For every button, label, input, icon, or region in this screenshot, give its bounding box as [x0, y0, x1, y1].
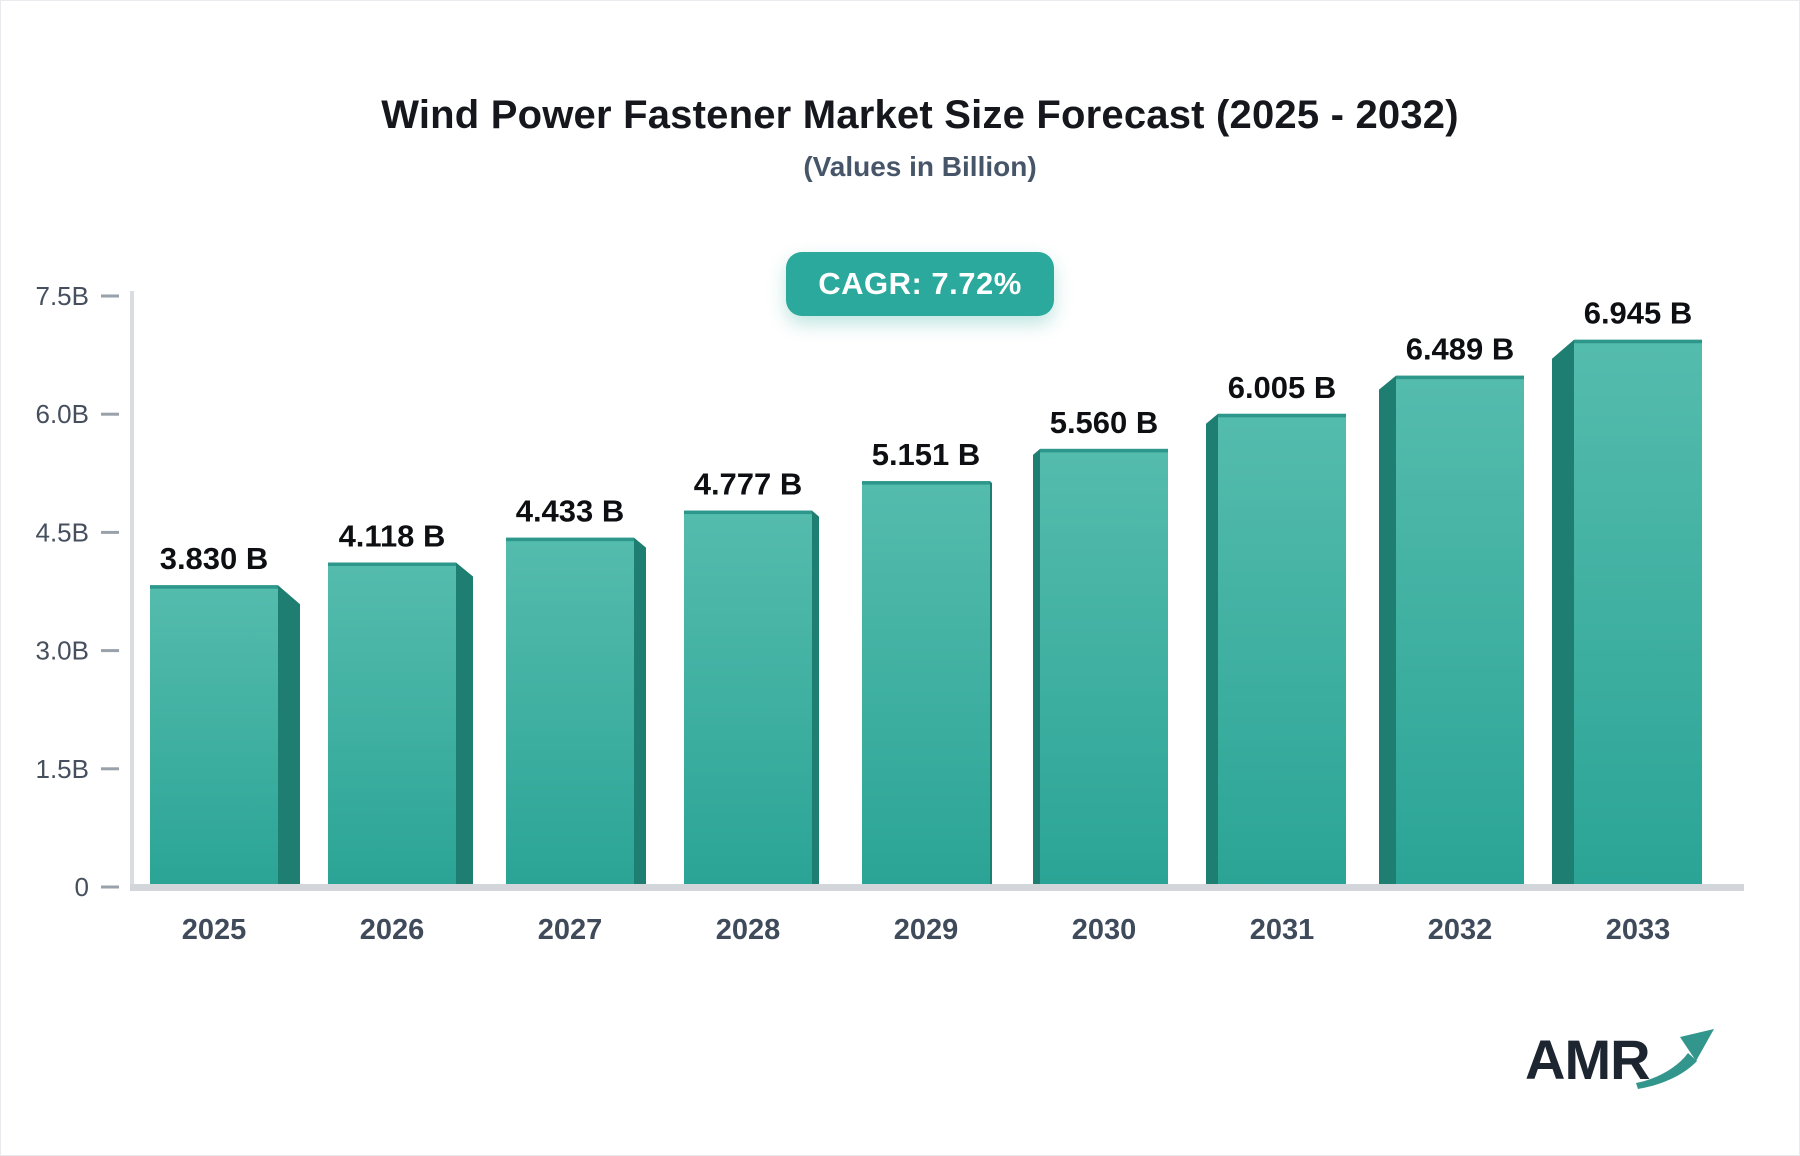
bar-side-face: [1552, 339, 1574, 887]
bar-top-edge: [506, 537, 634, 542]
bar-value-label: 5.151 B: [872, 437, 981, 472]
x-axis-label: 2030: [1072, 914, 1137, 946]
bar-2027: 4.433 B 2027: [506, 494, 646, 946]
bar-top-edge: [1040, 448, 1168, 453]
y-axis-label: 4.5B: [36, 517, 90, 547]
brand-logo: AMR: [1525, 1027, 1718, 1093]
y-axis-label: 0: [75, 872, 89, 902]
x-axis-line: [130, 884, 1744, 891]
bar-value-label: 6.005 B: [1228, 370, 1337, 405]
bar-side-face: [1033, 448, 1040, 887]
x-axis-label: 2025: [182, 914, 247, 946]
bar-value-label: 3.830 B: [160, 541, 269, 576]
bar-front-face: [1040, 448, 1168, 887]
x-axis-label: 2033: [1606, 914, 1671, 946]
y-axis-tick: [101, 530, 119, 534]
bar-2025: 3.830 B 2025: [150, 541, 300, 946]
bar-value-label: 5.560 B: [1050, 405, 1159, 440]
x-axis-label: 2029: [894, 914, 959, 946]
x-axis-label: 2031: [1250, 914, 1315, 946]
y-axis-tick: [101, 294, 119, 298]
bar-value-label: 4.777 B: [694, 467, 803, 502]
bar-side-face: [1206, 413, 1218, 887]
y-axis-label: 3.0B: [36, 636, 90, 666]
bar-side-face: [990, 481, 992, 887]
cagr-badge: CAGR: 7.72%: [786, 252, 1054, 316]
y-axis-tick: [101, 767, 119, 771]
bar-top-edge: [1396, 375, 1524, 380]
bar-side-face: [634, 537, 646, 887]
bar-front-face: [506, 537, 634, 887]
bar-2030: 5.560 B 2030: [1033, 405, 1168, 946]
bar-top-edge: [1574, 339, 1702, 344]
bar-top-edge: [684, 510, 812, 515]
bar-top-edge: [328, 562, 456, 567]
bar-top-edge: [150, 585, 278, 589]
bar-2028: 4.777 B 2028: [684, 467, 819, 946]
brand-logo-text: AMR: [1525, 1028, 1651, 1091]
bar-value-label: 6.489 B: [1406, 332, 1515, 367]
bar-top-edge: [1218, 413, 1346, 418]
bar-front-face: [684, 510, 812, 887]
bar-value-label: 6.945 B: [1584, 296, 1693, 331]
x-axis-label: 2028: [716, 914, 781, 946]
bar-value-label: 4.118 B: [339, 519, 446, 554]
bar-value-label: 4.433 B: [516, 494, 625, 529]
bar-2026: 4.118 B 2026: [328, 519, 473, 946]
y-axis-label: 6.0B: [36, 399, 90, 429]
bar-front-face: [150, 585, 278, 887]
bar-2029: 5.151 B 2029: [862, 437, 992, 946]
y-axis-tick: [101, 649, 119, 653]
bar-front-face: [1396, 375, 1524, 887]
bar-front-face: [328, 562, 456, 887]
y-axis-tick: [101, 412, 119, 416]
cagr-badge-row: CAGR: 7.72%: [41, 252, 1799, 316]
chart-subtitle: (Values in Billion): [803, 151, 1037, 182]
y-axis-tick: [101, 885, 119, 889]
y-axis-label: 7.5B: [36, 281, 90, 311]
page-title: Wind Power Fastener Market Size Forecast…: [381, 93, 1459, 137]
bar-top-edge: [862, 481, 990, 485]
bar-2033: 6.945 B 2033: [1552, 296, 1702, 946]
bar-side-face: [456, 562, 473, 887]
bar-front-face: [1218, 413, 1346, 887]
bar-2031: 6.005 B 2031: [1206, 370, 1346, 946]
bar-2032: 6.489 B 2032: [1379, 332, 1524, 946]
x-axis-label: 2032: [1428, 914, 1493, 946]
x-axis-label: 2026: [360, 914, 425, 946]
y-axis-line: [130, 291, 134, 891]
bar-side-face: [278, 585, 300, 887]
bar-front-face: [862, 481, 990, 887]
growth-arrow-icon: [1635, 1029, 1714, 1089]
bar-front-face: [1574, 339, 1702, 887]
bar-side-face: [812, 510, 819, 887]
y-axis-label: 1.5B: [36, 754, 90, 784]
bar-side-face: [1379, 375, 1396, 887]
x-axis-label: 2027: [538, 914, 603, 946]
